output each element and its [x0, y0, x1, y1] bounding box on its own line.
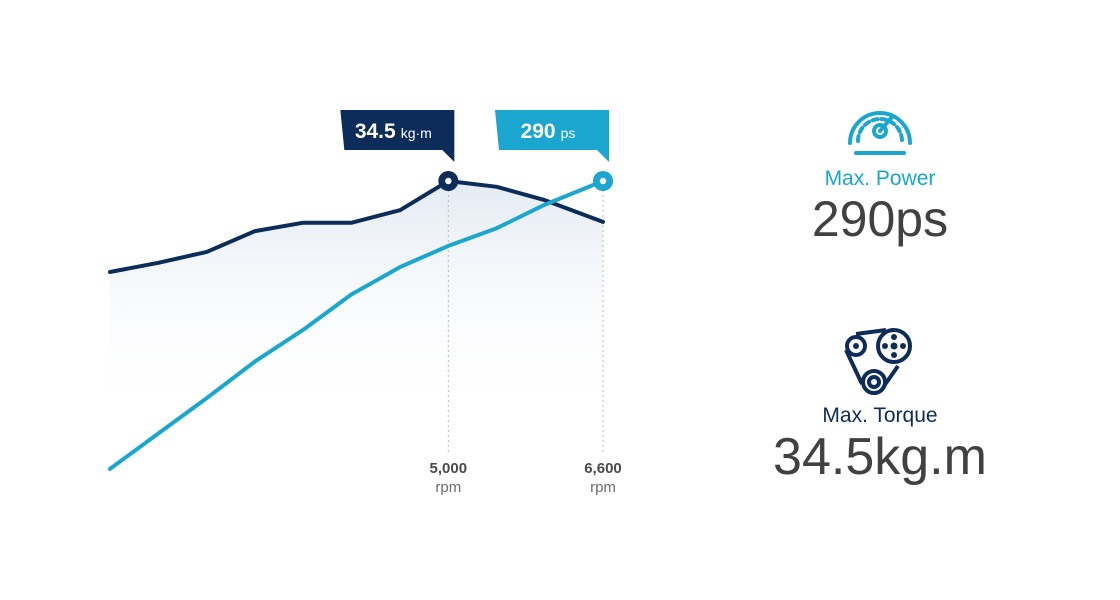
tick-unit-5000: rpm — [435, 479, 461, 496]
max-torque-value: 34.5kg.m — [773, 428, 987, 486]
power-callout-box — [495, 110, 609, 162]
power-callout-value: 290 — [521, 120, 556, 143]
max-power-label: Max. Power — [824, 167, 936, 190]
peak-guide-lines — [447, 190, 604, 455]
peak-callouts: 34.5 kg·m 290 ps — [340, 110, 609, 162]
torque-pulley-icon — [844, 328, 912, 395]
engine-performance-chart: 34.5 kg·m 290 ps 5,000 rpm 6,600 rpm — [108, 110, 622, 496]
torque-callout-text: 34.5 kg·m — [355, 120, 432, 143]
power-peak-dot-center — [599, 177, 607, 185]
power-line — [108, 179, 605, 471]
max-power-stat: Max. Power 290ps — [720, 95, 1040, 249]
torque-peak-marker — [438, 171, 459, 191]
torque-callout-value: 34.5 — [355, 120, 396, 143]
tick-unit-6600: rpm — [590, 479, 616, 496]
torque-area-fill — [110, 181, 603, 420]
tick-label-5000: 5,000 — [430, 460, 468, 477]
torque-peak-dot-center — [445, 177, 452, 185]
speedometer-icon — [848, 111, 912, 155]
torque-callout-unit: kg·m — [401, 125, 432, 141]
max-torque-label: Max. Torque — [822, 404, 938, 427]
x-axis-ticks: 5,000 rpm 6,600 rpm — [430, 460, 622, 496]
torque-callout-box — [340, 110, 455, 162]
tick-label-6600: 6,600 — [584, 460, 622, 477]
peak-markers — [438, 171, 613, 191]
power-callout: 290 ps — [495, 110, 609, 162]
torque-callout: 34.5 kg·m — [340, 110, 455, 162]
power-callout-unit: ps — [561, 125, 576, 141]
max-torque-stat: Max. Torque 34.5kg.m — [720, 322, 1040, 488]
torque-area — [110, 181, 603, 420]
power-callout-text: 290 ps — [521, 120, 576, 143]
max-power-value: 290ps — [811, 191, 949, 247]
series-lines — [108, 179, 605, 471]
torque-line — [108, 179, 605, 274]
power-peak-marker — [593, 171, 613, 191]
